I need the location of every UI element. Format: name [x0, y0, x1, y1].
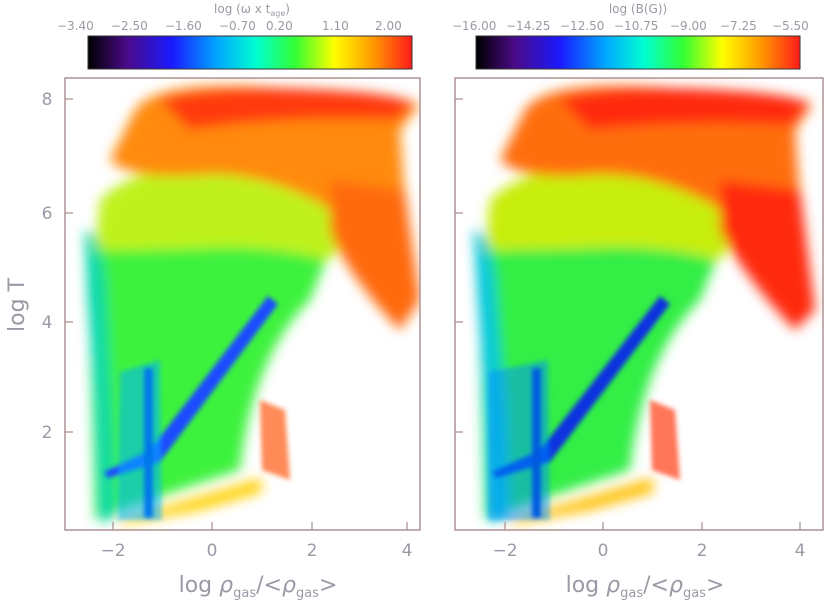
- left-region-hot-top: [160, 88, 415, 130]
- right-xtick-label: 2: [697, 541, 708, 561]
- left-xtick-label: 0: [207, 541, 218, 561]
- right-colorbar-tick: −14.25: [506, 19, 550, 33]
- right-region-hot-top: [560, 88, 810, 130]
- left-colorbar-tick: 2.00: [375, 19, 402, 33]
- left-colorbar-tick: −1.60: [165, 19, 202, 33]
- left-region-tail: [330, 180, 420, 330]
- left-region-edge: [85, 230, 115, 520]
- left-y-axis-label: log T: [5, 277, 30, 332]
- left-ytick-label: 4: [42, 313, 53, 333]
- right-colorbar-title: log (B(G)): [609, 2, 667, 16]
- left-region-sprinkles: [260, 400, 290, 480]
- left-colorbar-tick: 1.10: [322, 19, 349, 33]
- left-colorbar: log (ω x tage) −3.40 −2.50 −1.60 −0.70 0…: [57, 2, 413, 70]
- left-ytick-label: 8: [42, 90, 53, 110]
- right-x-axis-label: log ρgas/<ρgas>: [566, 573, 725, 601]
- left-ytick-label: 6: [42, 204, 53, 224]
- right-colorbar-tick: −9.00: [670, 19, 707, 33]
- right-region-streak-halo: [488, 360, 550, 520]
- right-colorbar-tick: −12.50: [560, 19, 604, 33]
- left-colorbar-tick: −0.70: [219, 19, 256, 33]
- left-colorbar-title: log (ω x tage): [214, 2, 290, 18]
- right-xtick-label: 0: [598, 541, 609, 561]
- right-scatter-cloud: [474, 85, 815, 525]
- left-xtick-label: −2: [100, 541, 125, 561]
- right-region-tail: [720, 180, 815, 330]
- left-y-axis: 8 6 4 2 log T: [5, 90, 73, 443]
- right-xtick-label: −2: [492, 541, 517, 561]
- right-x-axis: −2 0 2 4 log ρgas/<ρgas>: [492, 522, 805, 601]
- right-panel: log (B(G)) −16.00 −14.25 −12.50 −10.75 −…: [452, 2, 824, 601]
- left-ytick-label: 2: [42, 423, 53, 443]
- left-region-diagonal: [104, 296, 278, 478]
- right-colorbar-gradient: [475, 35, 801, 70]
- right-colorbar-tick: −16.00: [452, 19, 496, 33]
- right-colorbar-tick: −5.50: [772, 19, 809, 33]
- left-region-whim: [95, 164, 345, 260]
- left-x-axis: −2 0 2 4 log ρgas/<ρgas>: [100, 522, 412, 601]
- left-region-streak-halo: [118, 360, 162, 520]
- left-axes-frame: [64, 77, 421, 531]
- right-axes-frame: [454, 77, 824, 531]
- left-xtick-label: 4: [402, 541, 413, 561]
- left-colorbar-gradient: [87, 35, 413, 70]
- right-colorbar-tick: −10.75: [614, 19, 658, 33]
- right-region-diagonal: [492, 296, 670, 478]
- right-y-axis: [455, 98, 463, 433]
- right-region-whim: [485, 164, 735, 260]
- right-colorbar: log (B(G)) −16.00 −14.25 −12.50 −10.75 −…: [452, 2, 809, 70]
- right-xtick-label: 4: [795, 541, 806, 561]
- left-colorbar-tick: −2.50: [111, 19, 148, 33]
- left-xtick-label: 2: [307, 541, 318, 561]
- left-colorbar-tick: −3.40: [57, 19, 94, 33]
- left-panel: log (ω x tage) −3.40 −2.50 −1.60 −0.70 0…: [5, 2, 421, 601]
- right-colorbar-tick: −7.25: [720, 19, 757, 33]
- left-x-axis-label: log ρgas/<ρgas>: [179, 573, 338, 601]
- left-scatter-cloud: [85, 85, 420, 525]
- left-colorbar-tick: 0.20: [266, 19, 293, 33]
- right-region-sprinkles: [650, 400, 680, 480]
